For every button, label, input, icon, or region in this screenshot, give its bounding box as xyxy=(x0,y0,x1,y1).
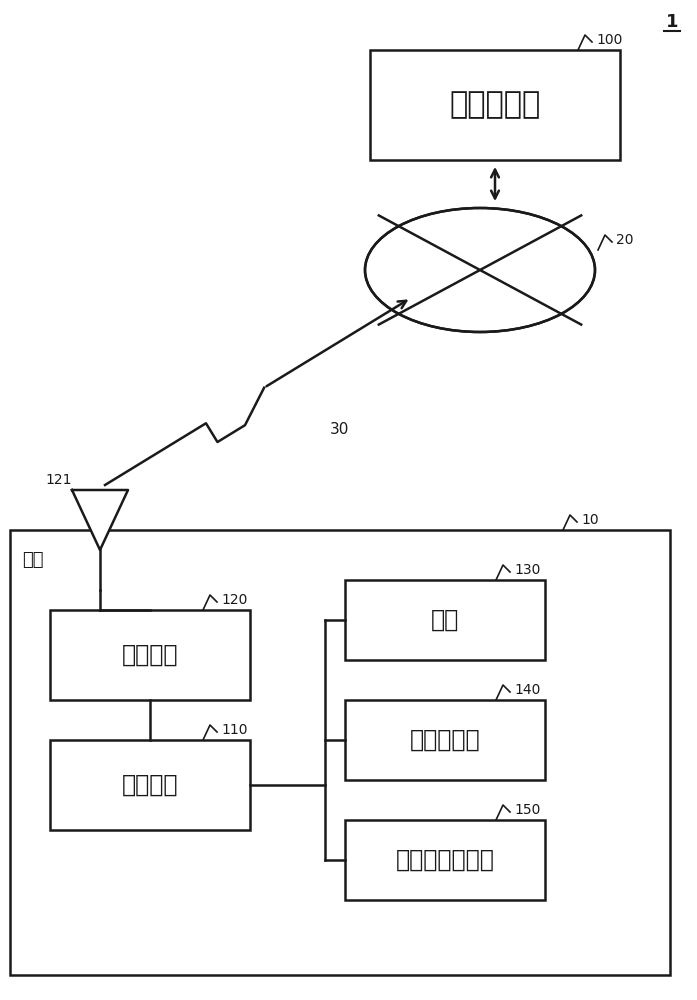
Ellipse shape xyxy=(365,208,595,332)
Bar xyxy=(50,610,250,700)
Text: 距离传感器: 距离传感器 xyxy=(410,728,480,752)
Text: 车载装置: 车载装置 xyxy=(122,773,178,797)
Bar xyxy=(345,580,545,660)
Bar xyxy=(370,50,620,160)
Text: 121: 121 xyxy=(45,473,72,487)
Bar xyxy=(10,530,670,975)
Text: 120: 120 xyxy=(221,593,247,607)
Bar xyxy=(345,820,545,900)
Text: 车辆间通信装置: 车辆间通信装置 xyxy=(396,848,494,872)
Text: 相机: 相机 xyxy=(431,608,459,632)
Polygon shape xyxy=(72,490,128,550)
Text: 通信装置: 通信装置 xyxy=(122,643,178,667)
Text: 100: 100 xyxy=(596,33,622,47)
Bar xyxy=(345,700,545,780)
Text: 车辆: 车辆 xyxy=(22,551,43,569)
Bar xyxy=(50,740,250,830)
Text: 10: 10 xyxy=(581,513,599,527)
Text: 服务器设备: 服务器设备 xyxy=(450,91,541,119)
Text: 140: 140 xyxy=(514,683,540,697)
Text: 110: 110 xyxy=(221,723,247,737)
Text: 130: 130 xyxy=(514,563,540,577)
Text: 20: 20 xyxy=(616,233,634,247)
Text: 150: 150 xyxy=(514,803,540,817)
Text: 1: 1 xyxy=(666,13,678,31)
Text: 30: 30 xyxy=(330,422,349,438)
